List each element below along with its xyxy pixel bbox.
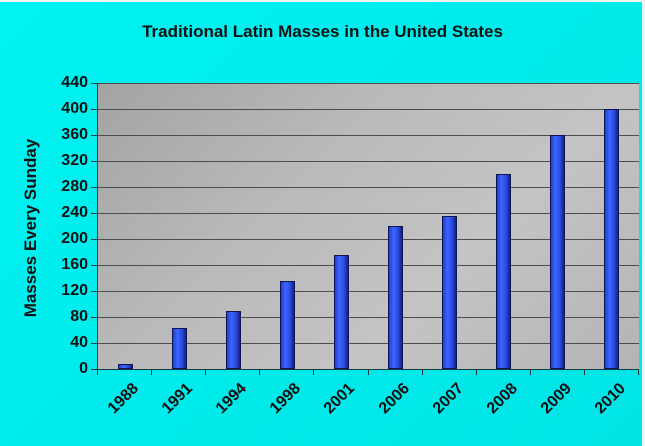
- bar-2006: [388, 226, 404, 369]
- y-tick-label: 200: [61, 230, 88, 247]
- y-tick-label: 400: [61, 100, 88, 117]
- y-tick-label: 40: [70, 334, 88, 351]
- x-tick-label: 1994: [213, 380, 251, 418]
- x-tick-label: 1988: [104, 380, 143, 418]
- y-tick-mark: [91, 369, 97, 370]
- x-tick-label: 2001: [321, 380, 359, 418]
- x-tick-mark: [529, 369, 531, 375]
- y-tick-label: 280: [61, 178, 88, 195]
- x-tick-mark: [259, 369, 261, 375]
- bar-1988: [117, 363, 133, 369]
- y-tick-mark: [91, 213, 97, 214]
- gridline: [98, 187, 639, 188]
- x-tick-label: 1991: [158, 380, 197, 418]
- y-tick-label: 80: [70, 308, 88, 325]
- x-tick-mark: [313, 369, 315, 375]
- plot-area: [97, 83, 639, 369]
- gridline: [98, 83, 639, 84]
- gridline: [98, 239, 639, 240]
- x-tick-mark: [421, 369, 423, 375]
- y-tick-mark: [91, 265, 97, 266]
- chart-title: Traditional Latin Masses in the United S…: [142, 22, 503, 41]
- y-tick-label: 120: [61, 282, 88, 299]
- y-tick-mark: [91, 239, 97, 240]
- x-tick-mark: [97, 369, 98, 375]
- bar-2007: [442, 216, 458, 369]
- y-tick-mark: [91, 83, 97, 84]
- bar-1998: [279, 281, 295, 369]
- bar-2008: [496, 174, 512, 369]
- y-tick-label: 160: [61, 256, 88, 273]
- y-tick-mark: [91, 109, 97, 110]
- y-tick-mark: [91, 135, 97, 136]
- x-tick-label: 2007: [429, 380, 467, 418]
- bar-2009: [550, 135, 566, 369]
- gridline: [98, 109, 639, 110]
- x-tick-label: 2009: [537, 380, 575, 418]
- y-tick-mark: [91, 187, 97, 188]
- gridline: [98, 265, 639, 266]
- x-tick-mark: [583, 369, 585, 375]
- y-tick-mark: [91, 291, 97, 292]
- bar-1991: [171, 328, 187, 369]
- bar-2010: [604, 109, 620, 369]
- bar-2001: [333, 255, 349, 369]
- bar-1994: [225, 310, 241, 369]
- y-tick-label: 440: [61, 74, 88, 91]
- gridline: [98, 317, 639, 318]
- gridline: [98, 291, 639, 292]
- x-tick-label: 2006: [375, 380, 413, 418]
- y-tick-mark: [91, 343, 97, 344]
- y-tick-label: 240: [61, 204, 88, 221]
- y-tick-label: 0: [79, 360, 88, 377]
- y-tick-mark: [91, 317, 97, 318]
- x-tick-mark: [205, 369, 207, 375]
- y-tick-mark: [91, 161, 97, 162]
- x-tick-mark: [367, 369, 369, 375]
- x-tick-mark: [638, 369, 639, 375]
- x-tick-label: 2008: [483, 380, 521, 418]
- gridline: [98, 213, 639, 214]
- gridline: [98, 135, 639, 136]
- x-tick-mark: [151, 369, 153, 375]
- y-tick-label: 360: [61, 126, 88, 143]
- y-tick-label: 320: [61, 152, 88, 169]
- gridline: [98, 343, 639, 344]
- x-tick-label: 2010: [591, 380, 629, 418]
- x-tick-label: 1998: [267, 380, 305, 418]
- gridline: [98, 161, 639, 162]
- x-tick-mark: [475, 369, 477, 375]
